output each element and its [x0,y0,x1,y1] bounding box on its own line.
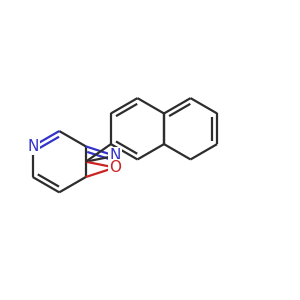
Text: O: O [109,160,121,175]
Text: N: N [27,139,38,154]
Text: N: N [109,148,121,163]
